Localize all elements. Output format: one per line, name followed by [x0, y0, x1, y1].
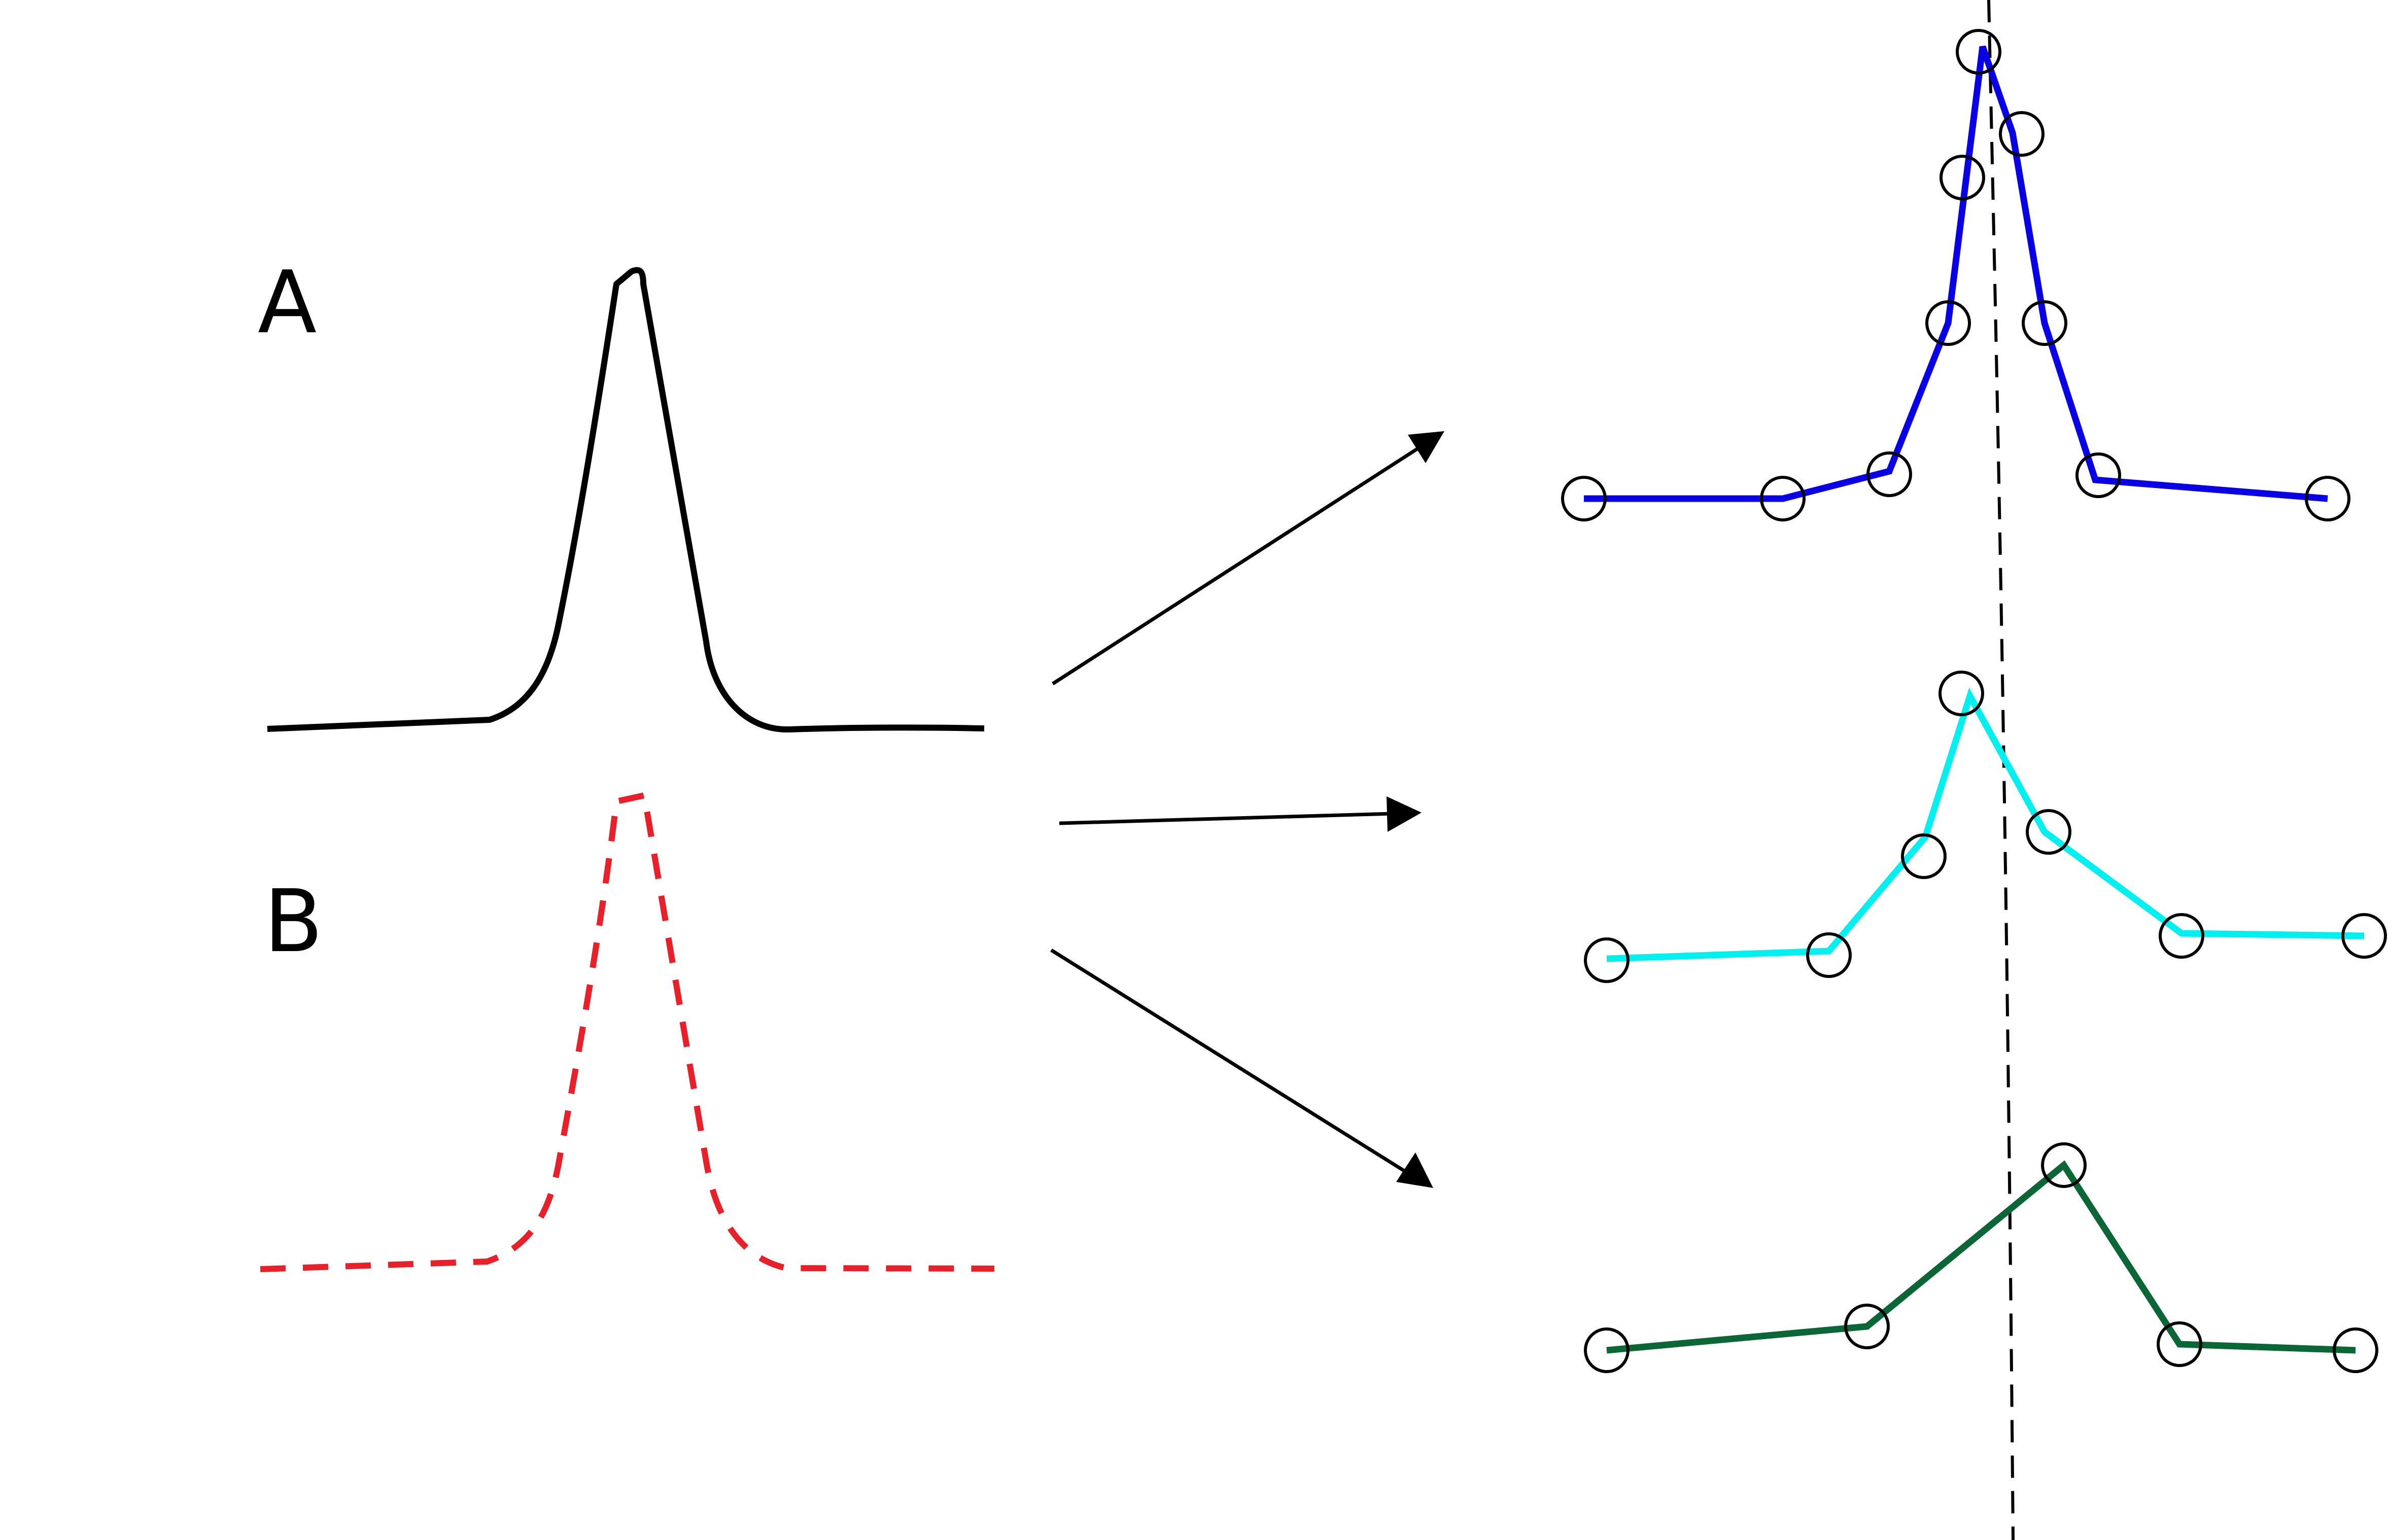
label-b: B	[264, 871, 323, 972]
series-2-line	[1606, 687, 2365, 962]
series-1-point	[1999, 111, 2045, 157]
series-1-point	[1561, 476, 1607, 521]
series-1-point	[1940, 155, 1985, 200]
arrow-to-series-1	[1052, 432, 1442, 685]
series-3-point	[2157, 1321, 2202, 1367]
sampled-series-2	[1584, 671, 2387, 983]
arrowhead-1	[1408, 431, 1444, 463]
series-3-point	[2333, 1327, 2378, 1373]
series-2-point	[1584, 937, 1630, 983]
curve-b	[260, 791, 995, 1272]
series-1-point	[2305, 476, 2350, 521]
series-1-point	[1956, 29, 2001, 75]
sampled-series-1	[1561, 29, 2350, 521]
arrows	[1050, 431, 1444, 1188]
series-2-point	[1901, 833, 1947, 879]
curve-a	[267, 267, 985, 733]
arrow-to-series-3	[1050, 949, 1416, 1179]
series-2-point	[2159, 913, 2204, 959]
arrowhead-2	[1387, 796, 1422, 832]
series-1-point	[1925, 300, 1971, 346]
series-3-line	[1606, 1160, 2356, 1354]
series-1-point	[2075, 452, 2121, 498]
reference-line	[1987, 0, 2015, 1540]
series-3-point	[1844, 1304, 1890, 1349]
series-2-point	[2026, 809, 2071, 855]
series-1-point	[2022, 300, 2067, 346]
series-2-point	[1806, 932, 1852, 978]
series-1-point	[1760, 476, 1806, 521]
arrowhead-3	[1396, 1152, 1433, 1188]
series-1-point	[1866, 451, 1912, 497]
series-3-point	[2041, 1142, 2087, 1188]
series-2-point	[2341, 913, 2387, 959]
arrow-to-series-2	[1059, 811, 1411, 825]
series-1-line	[1584, 45, 2328, 502]
series-2-point	[1938, 671, 1984, 716]
series-3-point	[1584, 1327, 1630, 1373]
label-a: A	[258, 253, 317, 353]
sampled-series-3	[1584, 1142, 2378, 1373]
